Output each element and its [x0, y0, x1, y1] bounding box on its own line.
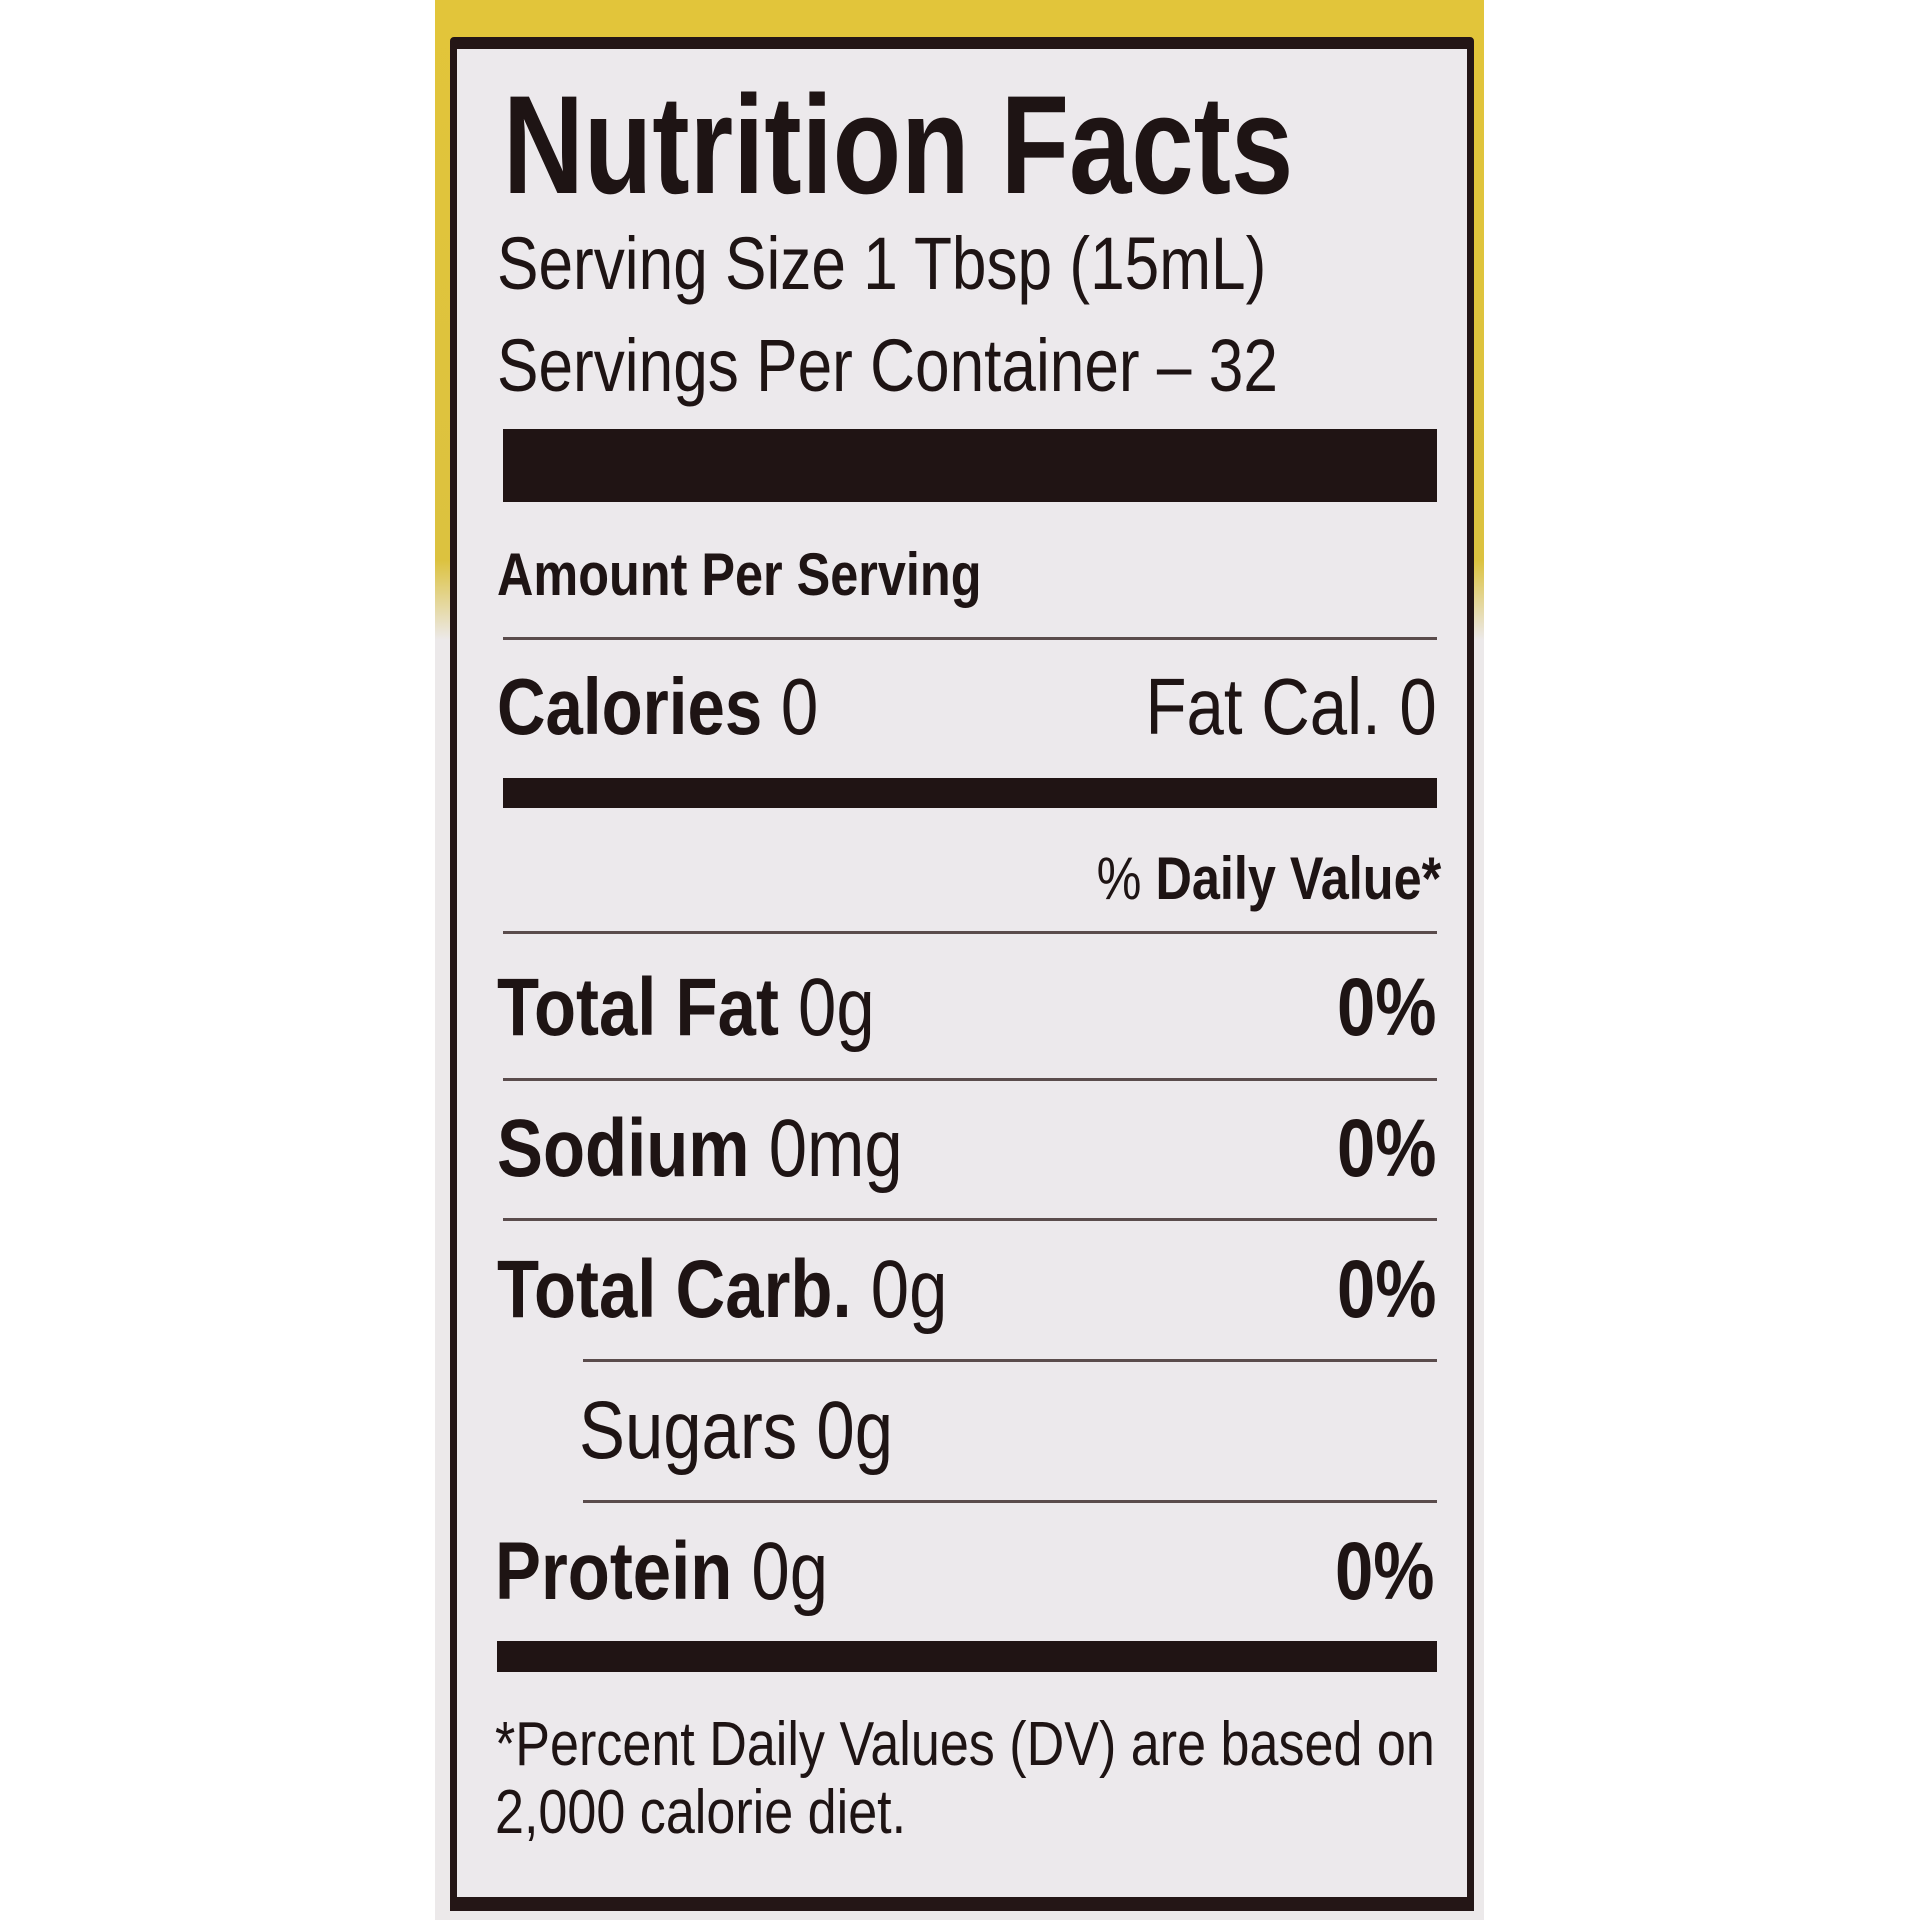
thick-divider: [503, 778, 1437, 808]
thick-divider: [503, 429, 1437, 502]
footnote-line-1: *Percent Daily Values (DV) are based on: [495, 1710, 1435, 1779]
divider: [583, 1359, 1437, 1362]
divider: [583, 1500, 1437, 1503]
serving-size: Serving Size 1 Tbsp (15mL): [497, 222, 1267, 305]
nutrition-label: Nutrition Facts Serving Size 1 Tbsp (15m…: [450, 37, 1474, 1911]
servings-per-container: Servings Per Container – 32: [497, 324, 1278, 407]
divider: [503, 1218, 1437, 1221]
thick-divider: [497, 1641, 1437, 1672]
divider: [503, 931, 1437, 934]
calories-label: Calories: [497, 662, 763, 751]
amount-per-serving: Amount Per Serving: [497, 541, 982, 608]
divider: [503, 1078, 1437, 1081]
fat-calories: Fat Cal. 0: [1145, 662, 1437, 751]
label-title: Nutrition Facts: [503, 66, 1294, 223]
daily-value-header: % Daily Value*: [1096, 845, 1441, 912]
footnote-line-2: 2,000 calorie diet.: [495, 1778, 907, 1847]
calories-value: 0: [780, 662, 819, 751]
divider: [503, 637, 1437, 640]
